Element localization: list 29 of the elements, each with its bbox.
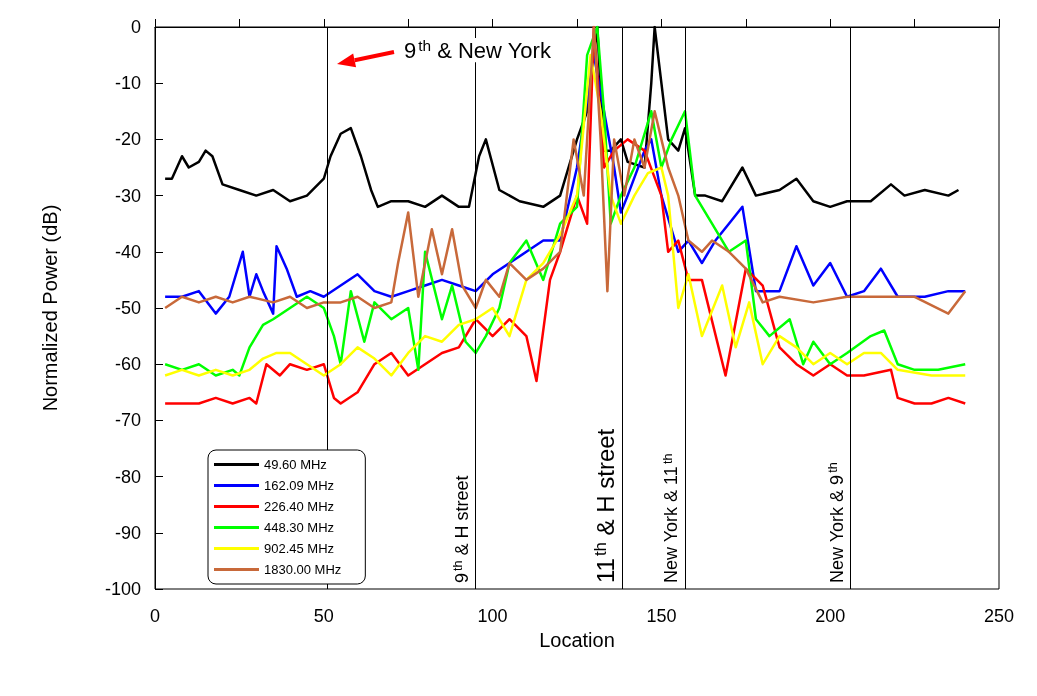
x-tick-label: 200 xyxy=(815,606,846,626)
x-axis-title: Location xyxy=(539,628,615,651)
y-tick-label: -60 xyxy=(114,354,141,375)
x-tick-label: 250 xyxy=(983,606,1015,626)
x-tick-label: 150 xyxy=(646,606,677,626)
y-tick-label: -10 xyxy=(114,73,141,94)
legend-label: 448.30 MHz xyxy=(264,520,335,535)
ref-line-label: 9th & H street xyxy=(451,475,472,583)
y-tick-label: -20 xyxy=(114,129,141,150)
y-tick-label: 0 xyxy=(130,17,141,37)
y-tick-label: -30 xyxy=(114,185,141,206)
x-tick-label: 100 xyxy=(477,606,508,626)
legend-label: 49.60 MHz xyxy=(264,457,327,472)
legend-label: 226.40 MHz xyxy=(264,499,335,514)
ref-line-label: 11th & H street xyxy=(591,428,619,583)
ref-line-label: New York & 11th xyxy=(660,453,682,583)
x-tick-label: 0 xyxy=(149,606,161,626)
y-tick-label: -100 xyxy=(104,579,141,599)
ref-line-label: New York & 9th xyxy=(826,462,847,583)
legend-label: 902.45 MHz xyxy=(264,541,335,556)
y-tick-label: -50 xyxy=(114,298,141,318)
legend-label: 1830.00 MHz xyxy=(264,562,342,577)
y-tick-label: -40 xyxy=(114,241,141,262)
legend-label: 162.09 MHz xyxy=(264,478,335,493)
y-tick-label: -90 xyxy=(114,522,141,543)
y-axis-title: Normalized Power (dB) xyxy=(39,204,61,412)
x-tick-label: 50 xyxy=(313,606,334,626)
y-tick-label: -80 xyxy=(114,466,141,487)
y-tick-label: -70 xyxy=(114,410,141,431)
